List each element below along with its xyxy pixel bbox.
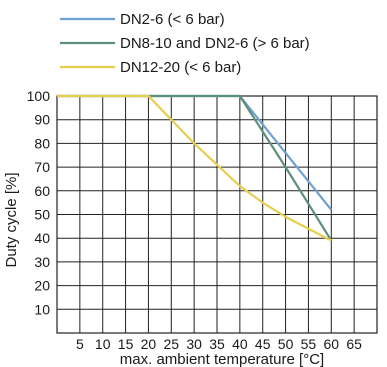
y-tick-label: 90 bbox=[34, 112, 50, 128]
y-tick-label: 20 bbox=[34, 278, 50, 294]
series-line-3 bbox=[57, 94, 332, 242]
legend-label-3: DN12-20 (< 6 bar) bbox=[120, 59, 241, 76]
x-tick-label: 5 bbox=[76, 336, 84, 352]
y-tick-label: 40 bbox=[34, 230, 50, 246]
series-lines bbox=[57, 94, 333, 242]
y-tick-label: 100 bbox=[27, 88, 51, 104]
x-tick-labels: 5 10 15 20 25 30 35 40 45 50 55 60 65 bbox=[76, 336, 362, 352]
y-tick-label: 60 bbox=[34, 183, 50, 199]
x-tick-label: 20 bbox=[141, 336, 157, 352]
legend-label-1: DN2-6 (< 6 bar) bbox=[120, 11, 225, 28]
x-tick-label: 40 bbox=[232, 336, 248, 352]
x-tick-label: 45 bbox=[255, 336, 271, 352]
x-tick-label: 60 bbox=[323, 336, 339, 352]
x-axis-label: max. ambient temperature [°C] bbox=[120, 351, 324, 367]
x-tick-label: 25 bbox=[163, 336, 179, 352]
x-tick-label: 10 bbox=[95, 336, 111, 352]
grid bbox=[56, 95, 378, 334]
x-tick-label: 15 bbox=[118, 336, 134, 352]
y-tick-label: 50 bbox=[34, 207, 50, 223]
legend: DN2-6 (< 6 bar) DN8-10 and DN2-6 (> 6 bar… bbox=[60, 11, 310, 76]
y-tick-label: 80 bbox=[34, 135, 50, 151]
x-tick-label: 55 bbox=[301, 336, 317, 352]
legend-label-2: DN8-10 and DN2-6 (> 6 bar) bbox=[120, 35, 310, 52]
y-tick-label: 70 bbox=[34, 159, 50, 175]
x-tick-label: 65 bbox=[346, 336, 362, 352]
y-tick-labels: 10 20 30 40 50 60 70 80 90 100 bbox=[27, 88, 51, 317]
y-tick-label: 10 bbox=[34, 301, 50, 317]
y-axis-label: Duty cycle [%] bbox=[3, 172, 20, 267]
x-tick-label: 35 bbox=[209, 336, 225, 352]
y-tick-label: 30 bbox=[34, 254, 50, 270]
x-tick-label: 30 bbox=[186, 336, 202, 352]
x-tick-label: 50 bbox=[278, 336, 294, 352]
